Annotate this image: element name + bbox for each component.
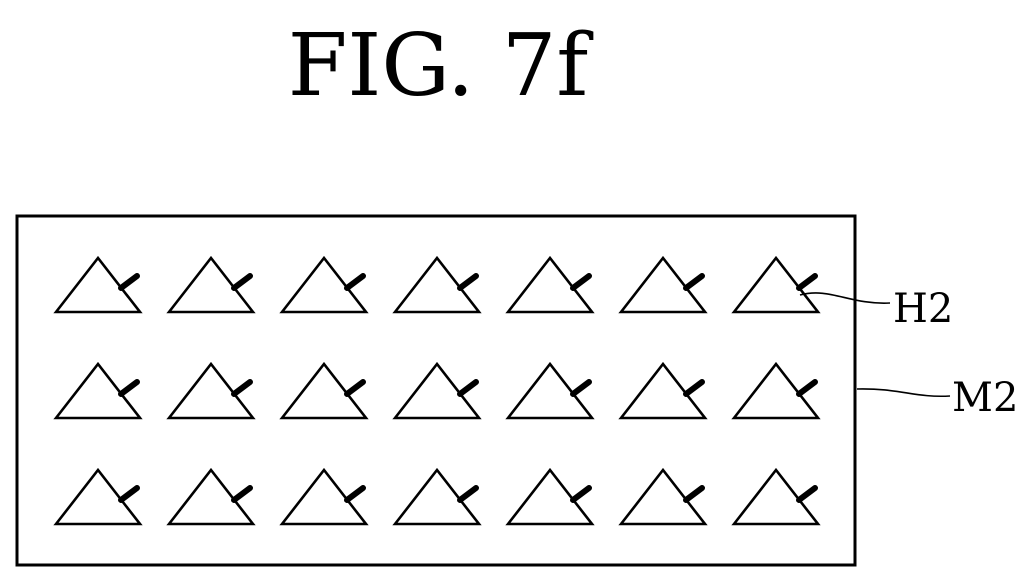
- hole-tab: [460, 276, 476, 288]
- hole-tab: [799, 382, 815, 394]
- hole-tab: [686, 488, 702, 500]
- hole-grid: [56, 258, 818, 524]
- hole-h2: [56, 258, 140, 312]
- hole-h2: [621, 258, 705, 312]
- hole-tab: [460, 382, 476, 394]
- hole-tab: [573, 382, 589, 394]
- hole-h2: [169, 258, 253, 312]
- hole-tab: [799, 488, 815, 500]
- hole-h2: [395, 258, 479, 312]
- hole-tab: [460, 488, 476, 500]
- hole-tab: [686, 382, 702, 394]
- hole-tab: [121, 276, 137, 288]
- hole-tab: [121, 488, 137, 500]
- hole-tab: [347, 488, 363, 500]
- hole-tab: [347, 382, 363, 394]
- hole-h2: [734, 364, 818, 418]
- label-h2: H2: [893, 286, 953, 332]
- hole-h2: [734, 258, 818, 312]
- hole-h2: [56, 364, 140, 418]
- hole-h2: [282, 364, 366, 418]
- hole-h2: [508, 364, 592, 418]
- hole-h2: [621, 364, 705, 418]
- hole-h2: [395, 364, 479, 418]
- hole-tab: [121, 382, 137, 394]
- hole-h2: [169, 470, 253, 524]
- figure-title: FIG. 7f: [288, 16, 594, 116]
- hole-tab: [234, 382, 250, 394]
- hole-h2: [282, 470, 366, 524]
- hole-h2: [169, 364, 253, 418]
- hole-tab: [347, 276, 363, 288]
- hole-tab: [686, 276, 702, 288]
- hole-h2: [621, 470, 705, 524]
- hole-h2: [395, 470, 479, 524]
- leader-line-h2: [800, 293, 890, 303]
- mask-m2-outline: [17, 216, 855, 565]
- hole-h2: [56, 470, 140, 524]
- hole-h2: [734, 470, 818, 524]
- hole-h2: [282, 258, 366, 312]
- hole-h2: [508, 258, 592, 312]
- hole-tab: [234, 276, 250, 288]
- hole-tab: [234, 488, 250, 500]
- hole-tab: [573, 488, 589, 500]
- label-m2: M2: [952, 375, 1016, 421]
- hole-tab: [573, 276, 589, 288]
- hole-tab: [799, 276, 815, 288]
- hole-h2: [508, 470, 592, 524]
- leader-line-m2: [857, 389, 950, 396]
